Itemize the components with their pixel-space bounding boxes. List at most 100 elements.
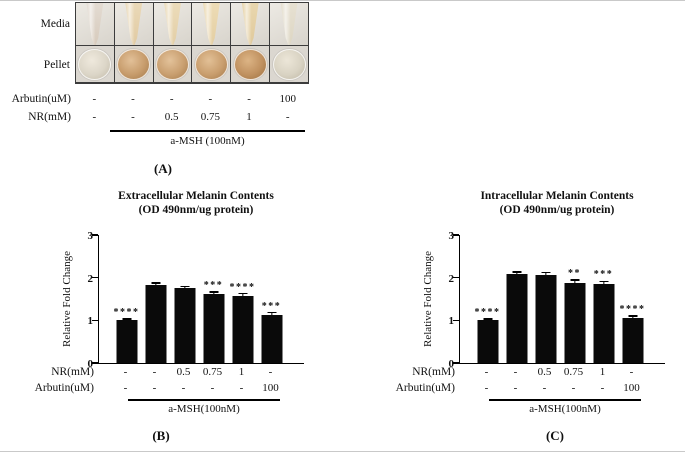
error-bar-cap (180, 285, 189, 288)
arbutin-value: 100 (279, 93, 296, 105)
bar-group (502, 235, 531, 363)
arbutin-value: - (239, 382, 244, 394)
tube-image (203, 3, 220, 45)
well-image (156, 48, 190, 80)
well-image (194, 48, 228, 80)
significance-stars: **** (619, 304, 646, 315)
tube-image (280, 3, 298, 45)
plot-area: **** ** *** **** (453, 234, 665, 364)
arbutin-value: - (208, 93, 213, 105)
chart-extracellular: Extracellular Melanin Contents (OD 490nm… (35, 190, 322, 415)
arbutin-row-label: Arbutin(uM) (11, 93, 71, 105)
y-tick-mark (92, 234, 98, 236)
nr-row: NR(mM) - - 0.5 0.75 1 - (51, 366, 303, 380)
tube-image (86, 3, 104, 45)
pellet-photo (114, 46, 153, 82)
pellet-photo (231, 46, 270, 82)
nr-value: - (268, 366, 273, 378)
media-photo-row (76, 3, 308, 45)
nr-value: 1 (599, 366, 606, 378)
bar-group: *** (257, 235, 286, 363)
well-image (117, 48, 151, 80)
y-tick-mark (92, 362, 98, 364)
bar (261, 315, 282, 363)
nr-value: 0.75 (202, 366, 223, 378)
panel-a: Media Pellet Arbutin(uM) - - - - - 100 NR(mM)… (0, 2, 340, 147)
y-tick-mark (92, 319, 98, 322)
error-bar-cap (628, 315, 637, 317)
figure-top-border (0, 0, 685, 1)
chart-title: Intracellular Melanin Contents (480, 190, 634, 202)
nr-value: - (152, 366, 157, 378)
nr-row: NR(mM) - - 0.5 0.75 1 - (412, 366, 664, 380)
bar (593, 284, 614, 363)
nr-row-label: NR(mM) (51, 366, 94, 378)
error-bar-cap (238, 293, 247, 295)
y-tick-mark (453, 276, 459, 279)
significance-stars: **** (229, 281, 256, 293)
arbutin-value: - (123, 382, 128, 394)
error-bar-cap (570, 279, 579, 281)
pellet-photo (192, 46, 231, 82)
nr-value: - (92, 111, 97, 123)
panel-a-letter: (A) (153, 161, 173, 176)
msh-group-label: a-MSH(100nM) (168, 403, 240, 415)
nr-value: 0.5 (164, 111, 179, 123)
nr-value: 0.5 (176, 366, 191, 378)
arbutin-value: - (181, 382, 186, 394)
significance-stars: **** (113, 307, 140, 318)
bar (622, 318, 643, 363)
error-bar-cap (122, 318, 131, 320)
y-tick-label: 1 (87, 315, 94, 328)
y-tick-mark (453, 234, 459, 236)
panel-c-letter: (C) (545, 428, 565, 443)
bar-group: *** (589, 235, 618, 363)
arbutin-value: - (247, 93, 251, 105)
arbutin-value: 100 (262, 382, 279, 394)
nr-row-label: NR(mM) (28, 111, 71, 123)
nr-value: 1 (246, 111, 252, 123)
error-bar-cap (151, 282, 160, 284)
significance-stars: *** (203, 280, 224, 292)
y-tick-label: 3 (448, 230, 455, 242)
tube-image (164, 3, 181, 45)
tube-image (241, 3, 259, 45)
bar (116, 320, 137, 363)
bar (506, 274, 527, 363)
y-tick-mark (92, 276, 98, 279)
nr-value: 1 (238, 366, 245, 378)
chart-title: Extracellular Melanin Contents (118, 190, 274, 202)
error-bar-cap (267, 311, 276, 314)
bar-group: ** (560, 235, 589, 363)
arbutin-row-label: Arbutin(uM) (395, 382, 455, 394)
nr-value: 0.75 (563, 366, 584, 378)
arbutin-row-label: Arbutin(uM) (34, 382, 94, 394)
y-tick-label: 3 (87, 230, 94, 242)
msh-group-line (128, 399, 280, 401)
media-photo (270, 3, 308, 45)
pellet-photo-row (76, 46, 308, 82)
bar-group (170, 235, 199, 363)
media-photo (231, 3, 270, 45)
y-tick-mark (453, 319, 459, 322)
arbutin-value: - (571, 382, 576, 394)
bar-group: **** (228, 235, 257, 363)
y-tick-label: 0 (448, 358, 455, 370)
error-bar-cap (209, 291, 218, 293)
arbutin-value: - (169, 93, 174, 105)
arbutin-row: Arbutin(uM) - - - - - 100 (12, 93, 307, 107)
msh-group-label: a-MSH(100nM) (529, 403, 601, 415)
well-image (233, 48, 267, 80)
nr-value: - (285, 111, 290, 123)
bar-group: *** (199, 235, 228, 363)
nr-value: - (131, 111, 135, 123)
error-bar-cap (541, 271, 550, 273)
arbutin-row: Arbutin(uM) - - - - - 100 (35, 382, 303, 396)
pellet-photo (153, 46, 192, 82)
nr-row-label: NR(mM) (412, 366, 455, 378)
chart-subtitle: (OD 490nm/ug protein) (138, 203, 254, 216)
error-bar-cap (599, 280, 608, 282)
y-axis: 0 1 2 3 (431, 230, 457, 370)
msh-group-label: a-MSH (100nM) (170, 135, 245, 147)
